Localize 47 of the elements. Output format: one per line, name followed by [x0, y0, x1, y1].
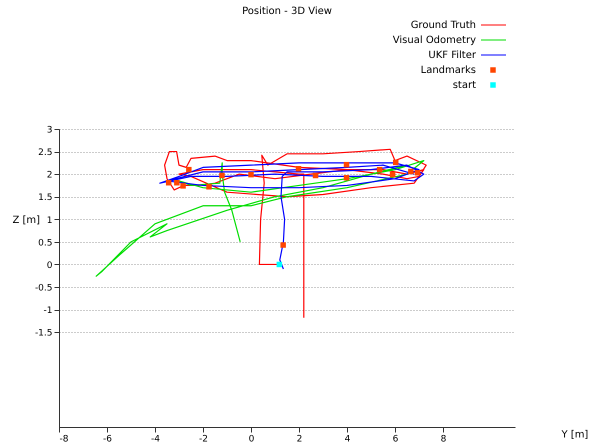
point — [174, 180, 180, 186]
x-axis-title: Y [m] — [560, 430, 588, 440]
line-series — [96, 160, 424, 277]
y-tick-label: 2.5 — [38, 148, 52, 158]
x-tick-label: 0 — [248, 434, 255, 444]
y-tick-label: 1 — [46, 216, 52, 226]
x-tick-label: -8 — [60, 434, 69, 444]
point — [248, 172, 254, 178]
point — [280, 242, 286, 248]
y-axis-title: Z [m] — [12, 214, 40, 226]
legend-label: Landmarks — [420, 65, 476, 76]
x-tick-label: 6 — [392, 434, 399, 444]
y-tick-label: -1 — [44, 306, 52, 316]
point — [312, 172, 318, 178]
point — [390, 172, 396, 178]
point — [206, 184, 212, 190]
x-tick-label: 2 — [296, 434, 302, 444]
point — [392, 160, 398, 166]
y-tick-label: -0.5 — [34, 284, 52, 294]
x-tick-label: 4 — [344, 434, 351, 444]
point — [408, 168, 414, 174]
legend-label: Ground Truth — [410, 20, 476, 31]
point — [186, 166, 192, 172]
x-tick-label: -2 — [199, 434, 208, 444]
point — [180, 183, 186, 189]
point — [296, 166, 302, 172]
x-tick-label: 8 — [440, 434, 447, 444]
y-tick-label: -1.5 — [34, 328, 52, 339]
point — [344, 175, 350, 180]
point — [166, 180, 172, 186]
legend-label: UKF Filter — [428, 50, 477, 61]
x-tick-label: -4 — [151, 434, 160, 444]
y-tick-label: 2 — [46, 170, 52, 181]
legend-label: Visual Odometry — [392, 35, 476, 46]
point — [414, 170, 420, 176]
point — [219, 172, 225, 178]
y-tick-label: 1.5 — [38, 193, 52, 204]
y-tick-label: 0.5 — [38, 238, 52, 248]
legend-label: start — [452, 80, 476, 91]
point — [376, 166, 382, 172]
line-series — [164, 148, 427, 318]
point — [276, 262, 282, 268]
y-tick-label: 0 — [46, 260, 53, 271]
chart-title: Position - 3D View — [242, 6, 332, 17]
y-tick-label: 3 — [46, 126, 52, 136]
point — [344, 162, 350, 168]
x-tick-label: -6 — [103, 434, 112, 444]
